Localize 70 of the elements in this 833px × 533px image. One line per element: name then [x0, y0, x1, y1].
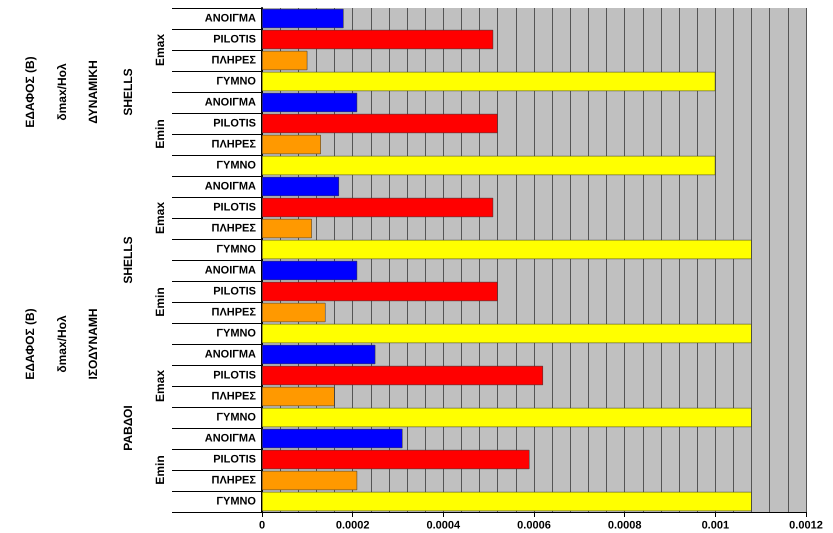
bar — [262, 470, 358, 490]
bar — [262, 30, 494, 50]
text: ΔΥΝΑΜΙΚΗ — [86, 60, 100, 124]
text: ΕΔΑΦΟΣ (Β) — [23, 308, 37, 380]
y-tick-label: ΠΛΗΡΕΣ — [212, 222, 256, 234]
text: ΕΔΑΦΟΣ (Β) — [23, 56, 37, 128]
bar — [262, 344, 376, 364]
text: Emax — [153, 202, 167, 234]
y-tick-label: PILOTIS — [213, 454, 256, 466]
bar — [262, 134, 321, 154]
bar — [262, 302, 326, 322]
y-tick-label: ΑΝΟΙΓΜΑ — [204, 432, 256, 444]
y-tick-label: PILOTIS — [213, 370, 256, 382]
x-tick-label: 0 — [258, 520, 266, 532]
x-tick-label: 0.0012 — [789, 520, 823, 532]
y-tick-label: ΓΥΜΝΟ — [216, 496, 256, 508]
bar — [262, 282, 498, 302]
bar — [262, 492, 752, 512]
text: δmax/Hολ — [55, 315, 69, 373]
y-tick-label: ΑΝΟΙΓΜΑ — [204, 12, 256, 24]
y-tick-label: ΓΥΜΝΟ — [216, 244, 256, 256]
text: δmax/Hολ — [55, 63, 69, 121]
y-tick-label: PILOTIS — [213, 34, 256, 46]
text: ΡΑΒΔΟΙ — [121, 405, 135, 451]
y-tick-label: ΠΛΗΡΕΣ — [212, 306, 256, 318]
y-tick-label: PILOTIS — [213, 202, 256, 214]
y-tick-label: ΓΥΜΝΟ — [216, 160, 256, 172]
y-tick-label: ΑΝΟΙΓΜΑ — [204, 264, 256, 276]
bar — [262, 72, 716, 92]
x-tick-label: 0.0008 — [608, 520, 642, 532]
text: ΙΣΟΔΥΝΑΜΗ — [86, 308, 100, 380]
bar — [262, 324, 752, 344]
text: Emin — [153, 455, 167, 485]
y-tick-label: ΓΥΜΝΟ — [216, 412, 256, 424]
bar — [262, 408, 752, 428]
y-tick-label: PILOTIS — [213, 286, 256, 298]
y-tick-label: ΑΝΟΙΓΜΑ — [204, 96, 256, 108]
x-tick-label: 0.0004 — [426, 520, 462, 532]
text: Emax — [153, 370, 167, 402]
text: SHELLS — [121, 68, 135, 116]
bar — [262, 240, 752, 260]
text: Emax — [153, 34, 167, 66]
bar — [262, 92, 358, 112]
text: Emin — [153, 287, 167, 317]
y-tick-label: ΑΝΟΙΓΜΑ — [204, 348, 256, 360]
x-tick-label: 0.0006 — [517, 520, 551, 532]
bar — [262, 114, 498, 134]
y-tick-label: ΓΥΜΝΟ — [216, 328, 256, 340]
y-tick-label: ΠΛΗΡΕΣ — [212, 474, 256, 486]
text: Emin — [153, 119, 167, 149]
bar — [262, 50, 308, 70]
bar — [262, 260, 358, 280]
bar — [262, 8, 344, 28]
y-tick-label: ΠΛΗΡΕΣ — [212, 54, 256, 66]
bar — [262, 198, 494, 218]
bar — [262, 450, 530, 470]
y-tick-label: PILOTIS — [213, 118, 256, 130]
bar — [262, 176, 340, 196]
bar — [262, 156, 716, 176]
x-tick-label: 0.0002 — [336, 520, 370, 532]
y-tick-label: ΠΛΗΡΕΣ — [212, 390, 256, 402]
bar — [262, 428, 403, 448]
bar — [262, 386, 335, 406]
x-tick-label: 0.001 — [702, 520, 730, 532]
y-tick-label: ΑΝΟΙΓΜΑ — [204, 180, 256, 192]
bar — [262, 218, 312, 238]
y-tick-label: ΠΛΗΡΕΣ — [212, 138, 256, 150]
bar — [262, 366, 544, 386]
text: SHELLS — [121, 236, 135, 284]
y-tick-label: ΓΥΜΝΟ — [216, 76, 256, 88]
